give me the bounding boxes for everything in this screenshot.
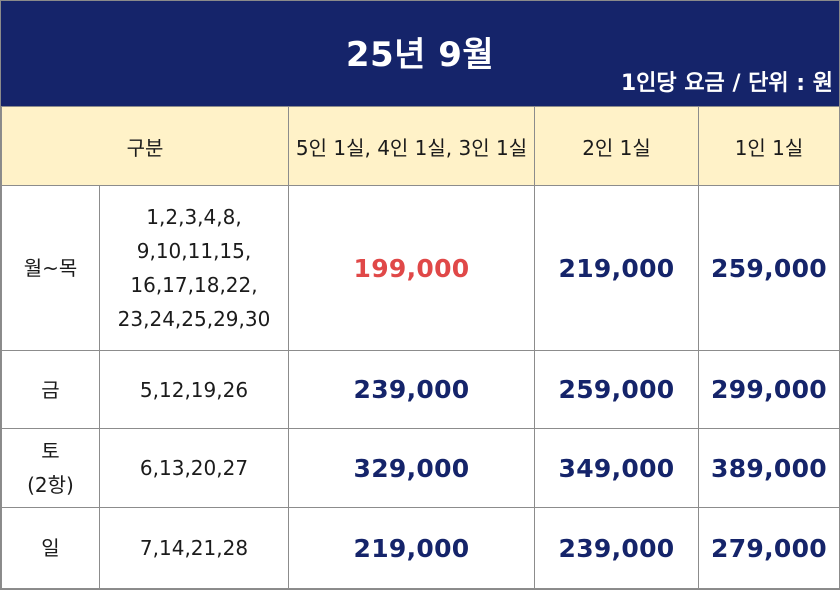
date-list: 5,12,19,26 bbox=[99, 350, 289, 429]
price-group-room: 239,000 bbox=[288, 350, 535, 429]
day-label: 토 (2항) bbox=[1, 428, 100, 508]
date-list: 6,13,20,27 bbox=[99, 428, 289, 508]
price-single-room: 299,000 bbox=[698, 350, 840, 429]
column-header-group-room: 5인 1실, 4인 1실, 3인 1실 bbox=[288, 106, 535, 186]
table-header-row: 구분 5인 1실, 4인 1실, 3인 1실 2인 1실 1인 1실 bbox=[1, 106, 840, 186]
table-row: 토 (2항) 6,13,20,27 329,000 349,000 389,00… bbox=[1, 428, 840, 508]
table-row: 일 7,14,21,28 219,000 239,000 279,000 bbox=[1, 507, 840, 589]
price-single-room: 279,000 bbox=[698, 507, 840, 589]
column-header-single-room: 1인 1실 bbox=[698, 106, 840, 186]
day-label: 금 bbox=[1, 350, 100, 429]
price-double-room: 349,000 bbox=[534, 428, 699, 508]
day-label: 월~목 bbox=[1, 185, 100, 351]
unit-note: 1인당 요금 / 단위 : 원 bbox=[620, 71, 833, 96]
date-list: 7,14,21,28 bbox=[99, 507, 289, 589]
column-header-category: 구분 bbox=[1, 106, 289, 186]
table-row: 금 5,12,19,26 239,000 259,000 299,000 bbox=[1, 350, 840, 429]
column-header-double-room: 2인 1실 bbox=[534, 106, 699, 186]
price-group-room: 199,000 bbox=[288, 185, 535, 351]
page-title: 25년 9월 bbox=[345, 35, 495, 75]
table-row: 월~목 1,2,3,4,8, 9,10,11,15, 16,17,18,22, … bbox=[1, 185, 840, 351]
date-list: 1,2,3,4,8, 9,10,11,15, 16,17,18,22, 23,2… bbox=[99, 185, 289, 351]
price-group-room: 219,000 bbox=[288, 507, 535, 589]
title-banner: 25년 9월 1인당 요금 / 단위 : 원 bbox=[1, 1, 839, 106]
price-double-room: 239,000 bbox=[534, 507, 699, 589]
price-single-room: 389,000 bbox=[698, 428, 840, 508]
price-table: 구분 5인 1실, 4인 1실, 3인 1실 2인 1실 1인 1실 월~목 1… bbox=[1, 106, 840, 589]
price-double-room: 219,000 bbox=[534, 185, 699, 351]
day-label: 일 bbox=[1, 507, 100, 589]
price-double-room: 259,000 bbox=[534, 350, 699, 429]
price-single-room: 259,000 bbox=[698, 185, 840, 351]
price-group-room: 329,000 bbox=[288, 428, 535, 508]
